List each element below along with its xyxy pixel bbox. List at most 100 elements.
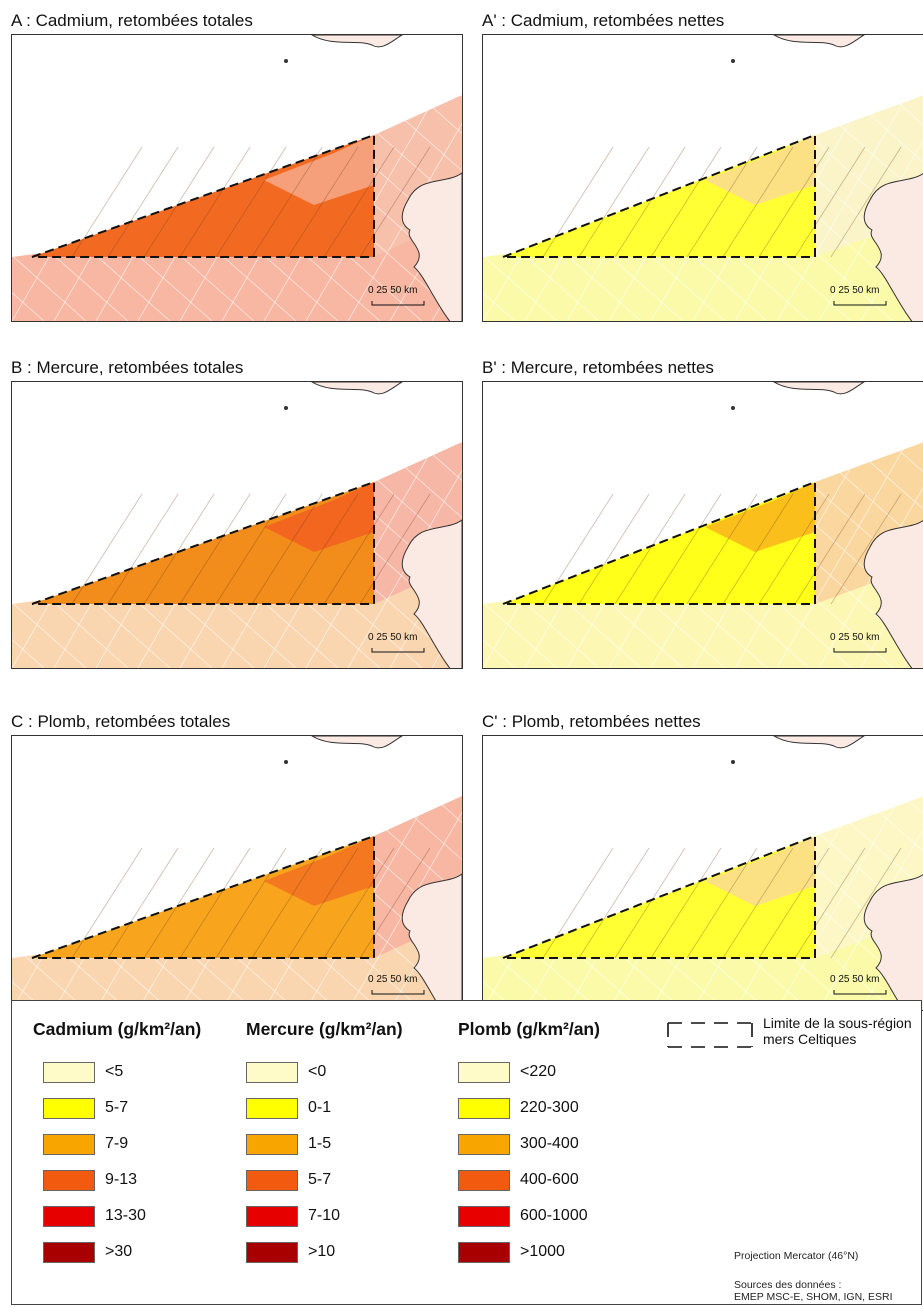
grid-line — [483, 490, 684, 668]
scale-label: 0 25 50 km — [830, 632, 879, 643]
grid-line — [12, 255, 87, 321]
sub-region-boundary — [502, 133, 816, 258]
grid-line — [483, 180, 642, 321]
grid-line — [483, 564, 600, 668]
grid-line — [287, 146, 359, 258]
grid-line — [800, 437, 923, 547]
grid-line — [566, 407, 718, 668]
grid-line — [95, 60, 247, 321]
legend-swatch — [43, 1170, 95, 1191]
island-scilly — [284, 406, 288, 410]
grid-line — [359, 493, 431, 605]
grid-line — [107, 493, 179, 605]
island-scilly — [731, 406, 735, 410]
grid-line — [245, 90, 462, 283]
sub-region-fill — [503, 482, 815, 604]
grid-line — [650, 146, 722, 258]
grid-line — [842, 90, 923, 163]
map-frame: 0 25 50 km — [482, 34, 923, 322]
land-cornwall — [311, 35, 403, 48]
grid-line — [251, 493, 323, 605]
map-frame: 0 25 50 km — [11, 735, 463, 1011]
legend-swatch — [246, 1170, 298, 1191]
grid-line — [842, 779, 923, 852]
land-cornwall — [773, 35, 865, 48]
scale-label: 0 25 50 km — [368, 974, 417, 985]
grid-line — [347, 811, 462, 1010]
legend-swatch — [458, 1170, 510, 1191]
legend-label: 7-10 — [308, 1207, 341, 1224]
grid-line — [483, 869, 642, 1010]
grid-line — [483, 602, 558, 668]
legend: Cadmium (g/km²/an) Mercure (g/km²/an) Pl… — [11, 1000, 922, 1305]
grid-line — [842, 437, 923, 510]
limit-line-2: mers Celtiques — [763, 1031, 857, 1047]
grid-line — [650, 847, 722, 959]
grid-line — [71, 493, 143, 605]
land-cornwall — [773, 382, 865, 395]
legend-label: 600-1000 — [520, 1207, 588, 1224]
map-c-prime-svg: 0 25 50 km — [483, 736, 923, 1010]
legend-label: <220 — [520, 1063, 557, 1080]
legend-label: 9-13 — [105, 1171, 138, 1188]
grid-line — [251, 847, 323, 959]
grid-line — [12, 869, 171, 1010]
grid-line — [137, 407, 289, 668]
legend-label: 5-7 — [308, 1171, 332, 1188]
grid-line — [12, 602, 87, 668]
legend-swatch — [43, 1134, 95, 1155]
land-cornwall — [773, 736, 865, 749]
grid-line — [413, 437, 462, 481]
legend-label: 220-300 — [520, 1099, 579, 1116]
legend-label: 13-30 — [105, 1207, 146, 1224]
scale-label: 0 25 50 km — [368, 632, 417, 643]
map-b-prime-svg: 0 25 50 km — [483, 382, 923, 668]
grid-line — [794, 146, 866, 258]
map-frame: 0 25 50 km — [482, 381, 923, 669]
sources-line-2: EMEP MSC-E, SHOM, IGN, ESRI — [734, 1291, 893, 1303]
map-title: B : Mercure, retombées totales — [11, 358, 244, 377]
scale-bar — [371, 990, 425, 995]
map-frame: 0 25 50 km — [11, 34, 463, 322]
limit-line-1: Limite de la sous-région — [763, 1015, 912, 1031]
scale-bar — [371, 648, 425, 653]
grid-line — [758, 847, 830, 959]
legend-label: 400-600 — [520, 1171, 579, 1188]
grid-line — [722, 847, 794, 959]
grid-line — [12, 795, 255, 1010]
grid-line — [483, 143, 684, 321]
grid-line — [566, 749, 718, 1010]
high-value-cells — [264, 836, 374, 906]
grid-line — [542, 146, 614, 258]
grid-line — [483, 60, 634, 321]
grid-line — [524, 60, 676, 321]
grid-line — [758, 146, 830, 258]
grid-line — [506, 779, 768, 1010]
grid-line — [35, 437, 297, 668]
island-scilly — [284, 59, 288, 63]
grid-line — [305, 749, 457, 1010]
grid-line — [483, 749, 634, 1010]
limit-label: Limite de la sous-région mers Celtiques — [763, 1015, 912, 1047]
grid-line — [716, 437, 923, 621]
grid-line — [794, 847, 866, 959]
legend-swatch — [458, 1206, 510, 1227]
grid-line — [107, 146, 179, 258]
legend-label: <5 — [105, 1063, 124, 1080]
map-frame: 0 25 50 km — [482, 735, 923, 1011]
grid-line — [215, 847, 287, 959]
legend-swatch — [246, 1062, 298, 1083]
island-scilly — [284, 760, 288, 764]
land-brittany — [863, 519, 923, 668]
grid-line — [137, 60, 289, 321]
grid-line — [483, 832, 684, 1010]
legend-swatch — [458, 1242, 510, 1263]
grid-line — [524, 407, 676, 668]
grid-line — [323, 847, 395, 959]
grid-line — [483, 944, 558, 1010]
grid-line — [12, 60, 121, 250]
grid-line — [53, 407, 205, 668]
sub-region-boundary — [502, 480, 816, 605]
legend-label: 1-5 — [308, 1135, 332, 1152]
grid-line — [483, 407, 550, 524]
